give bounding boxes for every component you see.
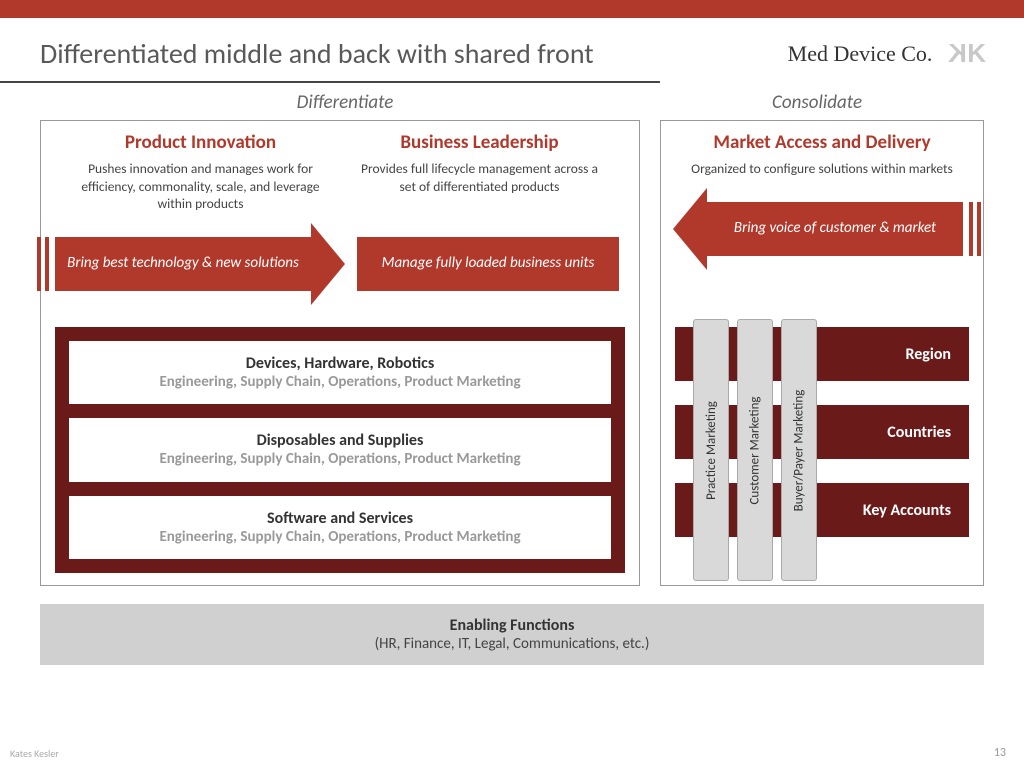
top-bar bbox=[0, 0, 1024, 18]
business-leadership-title: Business Leadership bbox=[340, 131, 619, 154]
market-access-title: Market Access and Delivery bbox=[679, 131, 965, 154]
product-row-title: Devices, Hardware, Robotics bbox=[246, 354, 434, 373]
enabling-title: Enabling Functions bbox=[50, 616, 974, 635]
business-leadership-col: Business Leadership Provides full lifecy… bbox=[340, 131, 619, 213]
page-number: 13 bbox=[994, 746, 1006, 760]
enabling-sub: (HR, Finance, IT, Legal, Communications,… bbox=[50, 635, 974, 653]
technology-arrow: Bring best technology & new solutions bbox=[55, 237, 345, 291]
geography-block: Region Countries Key Accounts Practice M… bbox=[675, 327, 969, 573]
product-innovation-desc: Pushes innovation and manages work for e… bbox=[61, 160, 340, 213]
geo-row-label: Countries bbox=[887, 423, 951, 442]
footer-credit: Kates Kesler bbox=[10, 747, 59, 760]
consolidate-label: Consolidate bbox=[650, 91, 984, 114]
product-row-title: Disposables and Supplies bbox=[257, 431, 424, 450]
marketing-pillar: Customer Marketing bbox=[737, 319, 773, 581]
company-name: Med Device Co. bbox=[788, 41, 933, 67]
consolidate-panel: Market Access and Delivery Organized to … bbox=[660, 120, 984, 586]
customer-voice-arrow: Bring voice of customer & market bbox=[669, 202, 963, 256]
market-access-desc: Organized to configure solutions within … bbox=[679, 160, 965, 178]
marketing-pillar-label: Customer Marketing bbox=[748, 396, 763, 504]
technology-arrow-label: Bring best technology & new solutions bbox=[55, 237, 311, 291]
product-lines-block: Devices, Hardware, Robotics Engineering,… bbox=[55, 327, 625, 573]
arrow-left-icon bbox=[673, 188, 707, 270]
product-row-sub: Engineering, Supply Chain, Operations, P… bbox=[159, 450, 520, 468]
product-row: Devices, Hardware, Robotics Engineering,… bbox=[69, 341, 611, 404]
marketing-pillar-label: Practice Marketing bbox=[704, 401, 719, 500]
marketing-pillar: Practice Marketing bbox=[693, 319, 729, 581]
product-innovation-title: Product Innovation bbox=[61, 131, 340, 154]
title-row: Differentiated middle and back with shar… bbox=[0, 18, 1024, 81]
business-leadership-desc: Provides full lifecycle management acros… bbox=[340, 160, 619, 195]
enabling-functions-box: Enabling Functions (HR, Finance, IT, Leg… bbox=[40, 604, 984, 665]
product-row: Disposables and Supplies Engineering, Su… bbox=[69, 418, 611, 481]
product-row: Software and Services Engineering, Suppl… bbox=[69, 496, 611, 559]
marketing-pillar-label: Buyer/Payer Marketing bbox=[792, 389, 807, 511]
marketing-pillar: Buyer/Payer Marketing bbox=[781, 319, 817, 581]
differentiate-panel: Product Innovation Pushes innovation and… bbox=[40, 120, 640, 586]
product-row-sub: Engineering, Supply Chain, Operations, P… bbox=[159, 528, 520, 546]
product-innovation-col: Product Innovation Pushes innovation and… bbox=[61, 131, 340, 213]
arrow-right-icon bbox=[311, 223, 345, 305]
product-row-sub: Engineering, Supply Chain, Operations, P… bbox=[159, 373, 520, 391]
product-row-title: Software and Services bbox=[267, 509, 413, 528]
geo-row-label: Key Accounts bbox=[863, 501, 951, 520]
logo-icon: KK bbox=[950, 38, 984, 69]
differentiate-label: Differentiate bbox=[40, 91, 650, 114]
slide-title: Differentiated middle and back with shar… bbox=[40, 36, 788, 71]
geo-row-label: Region bbox=[905, 345, 951, 364]
business-units-box: Manage fully loaded business units bbox=[357, 237, 619, 291]
section-labels: Differentiate Consolidate bbox=[0, 83, 1024, 120]
customer-voice-arrow-label: Bring voice of customer & market bbox=[707, 202, 963, 256]
